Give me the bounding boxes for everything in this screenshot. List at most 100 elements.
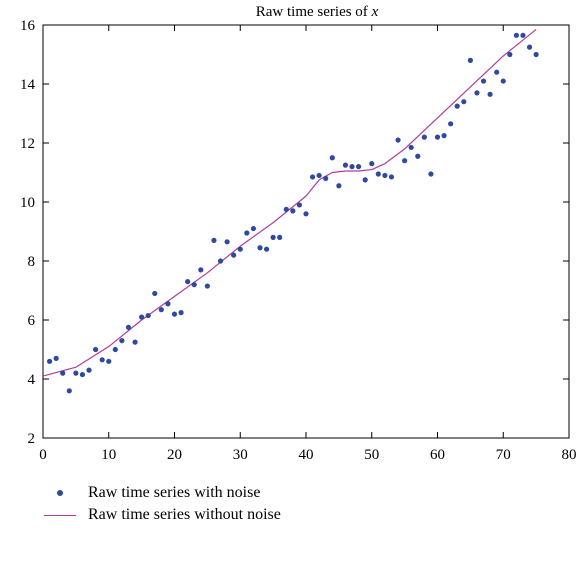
x-tick-label: 30	[233, 447, 248, 463]
data-point	[303, 211, 309, 217]
data-point	[461, 99, 467, 105]
x-tick-label: 20	[167, 447, 182, 463]
data-point	[349, 164, 355, 170]
data-point	[277, 234, 283, 240]
series-with-noise	[46, 32, 539, 394]
data-point	[441, 133, 447, 139]
data-point	[73, 370, 79, 376]
data-point	[60, 370, 66, 376]
data-point	[204, 283, 210, 289]
data-point	[474, 90, 480, 96]
series-line-path	[42, 28, 537, 377]
data-point	[356, 164, 362, 170]
y-tick-label: 14	[20, 77, 36, 93]
data-point	[408, 144, 414, 151]
legend-label-without-noise: Raw time series without noise	[88, 506, 281, 523]
x-axis: 0 10 20 30 40 50 60 70 80	[39, 25, 577, 463]
x-tick-label: 80	[562, 447, 577, 463]
data-point	[382, 172, 388, 179]
data-point	[329, 155, 335, 161]
data-point	[369, 161, 375, 167]
data-point	[507, 51, 513, 58]
data-point	[171, 311, 178, 317]
data-point	[263, 246, 270, 252]
data-point	[428, 171, 434, 177]
data-point	[139, 314, 145, 320]
data-point	[375, 171, 381, 177]
x-tick-label: 60	[430, 447, 445, 463]
data-point	[191, 282, 197, 288]
data-point	[296, 202, 303, 208]
data-point	[362, 177, 368, 183]
y-axis: 2 4 6 8 10 12 14 16	[20, 18, 569, 447]
data-point	[66, 388, 72, 394]
data-point	[132, 339, 138, 345]
data-point	[402, 158, 408, 164]
data-point	[244, 230, 250, 236]
chart-title: Raw time series of x	[256, 4, 379, 20]
y-tick-label: 10	[20, 195, 35, 211]
data-point	[290, 208, 296, 214]
data-point	[494, 69, 500, 75]
data-point	[178, 310, 184, 316]
data-point	[86, 367, 92, 373]
data-point	[415, 153, 421, 159]
data-point	[217, 258, 224, 264]
data-point	[480, 78, 487, 84]
data-point	[79, 371, 86, 378]
data-point	[526, 44, 533, 50]
y-tick-label: 4	[28, 372, 36, 388]
data-point	[46, 358, 53, 364]
data-point	[342, 162, 349, 168]
data-point	[53, 355, 59, 361]
data-point	[533, 51, 539, 58]
x-tick-label: 0	[39, 447, 47, 463]
legend-entry-with-noise: Raw time series with noise	[40, 482, 281, 504]
data-point	[106, 358, 112, 364]
y-tick-label: 12	[20, 136, 35, 152]
data-point	[224, 239, 230, 245]
data-point	[93, 346, 99, 353]
data-point	[145, 312, 151, 319]
data-point	[125, 324, 132, 330]
data-point	[283, 206, 289, 212]
data-point	[112, 346, 118, 353]
y-tick-label: 6	[28, 313, 36, 329]
data-point	[198, 267, 204, 273]
data-point	[165, 301, 171, 307]
data-point	[231, 252, 237, 258]
x-tick-label: 70	[496, 447, 511, 463]
data-point	[237, 246, 243, 252]
legend-marker-dot	[40, 490, 80, 496]
data-point	[257, 245, 263, 251]
data-point	[119, 338, 125, 344]
data-point	[448, 121, 454, 127]
data-point	[434, 134, 441, 140]
data-point	[323, 175, 329, 181]
legend-label-with-noise: Raw time series with noise	[88, 484, 261, 501]
data-point	[158, 307, 164, 313]
legend: Raw time series with noise Raw time seri…	[40, 482, 281, 526]
chart-title-text: Raw time series of	[256, 4, 372, 20]
y-tick-label: 8	[28, 254, 36, 270]
legend-marker-line	[40, 514, 80, 516]
data-point	[99, 357, 105, 363]
data-point	[421, 134, 427, 140]
data-point	[316, 172, 322, 179]
data-point	[211, 237, 217, 243]
x-tick-label: 40	[299, 447, 314, 463]
series-without-noise	[42, 28, 537, 377]
data-point	[250, 225, 256, 232]
data-point	[309, 174, 316, 180]
x-tick-label: 50	[364, 447, 379, 463]
plot-area-frame	[42, 24, 570, 439]
data-point	[500, 78, 506, 84]
y-tick-label: 16	[20, 18, 36, 34]
y-tick-label: 2	[28, 431, 36, 447]
data-point	[152, 290, 158, 297]
chart-title-variable: x	[371, 4, 379, 20]
data-point	[520, 32, 526, 38]
data-point	[487, 91, 493, 97]
data-point	[270, 234, 276, 240]
data-point	[185, 279, 191, 285]
